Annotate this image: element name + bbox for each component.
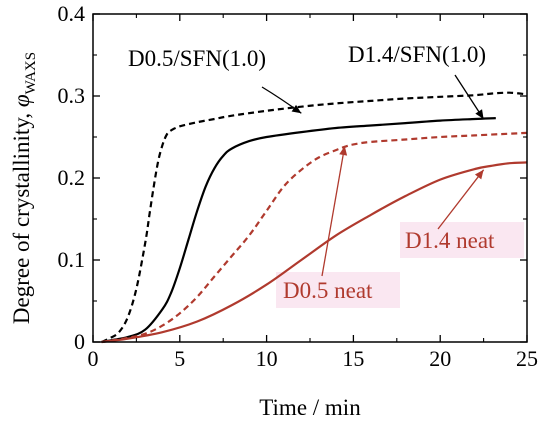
series-line-2 xyxy=(101,131,528,344)
series-line-0 xyxy=(101,91,528,343)
y-axis-title-symbol: φ xyxy=(9,94,34,107)
annotation-pointer-2 xyxy=(321,145,346,277)
annotation-arrowhead-1 xyxy=(475,109,484,119)
annotation-label-1: D1.4/SFN(1.0) xyxy=(348,42,486,67)
series-line-1 xyxy=(101,117,496,344)
x-tick-label: 20 xyxy=(429,346,451,371)
annotation-highlight-d05-neat xyxy=(276,272,400,308)
annotation-label-3: D1.4 neat xyxy=(405,228,495,253)
annotation-label-2: D0.5 neat xyxy=(283,278,373,303)
annotation-layer: D0.5/SFN(1.0) D1.4/SFN(1.0) D0.5 neat D1.4 … xyxy=(128,42,495,303)
annotation-pointer-3 xyxy=(437,169,485,230)
y-tick-label: 0.4 xyxy=(58,1,86,26)
y-axis-title: Degree of crystallinity, φWAXS xyxy=(9,52,39,324)
y-tick-label: 0.1 xyxy=(58,247,86,272)
annotation-highlight-d14-neat xyxy=(400,222,524,258)
y-axis-title-subscript: WAXS xyxy=(23,52,39,95)
annotation-arrowhead-3 xyxy=(474,169,484,180)
y-tick-label: 0 xyxy=(74,329,85,354)
series-layer xyxy=(101,91,528,344)
x-tick-label: 0 xyxy=(88,346,99,371)
y-tick-label: 0.3 xyxy=(58,83,86,108)
series-line-3 xyxy=(101,161,528,344)
x-tick-label: 15 xyxy=(342,346,364,371)
y-axis-title-main: Degree of crystallinity, xyxy=(9,107,34,324)
ticks-layer: 0 5 10 15 20 25 0 0.1 0.2 0.3 0.4 xyxy=(58,1,539,371)
y-tick-label: 0.2 xyxy=(58,165,86,190)
annotation-label-0: D0.5/SFN(1.0) xyxy=(128,46,266,71)
x-tick-label: 5 xyxy=(174,346,185,371)
annotation-arrowhead-2 xyxy=(339,146,348,156)
x-tick-label: 25 xyxy=(516,346,538,371)
x-tick-label: 10 xyxy=(256,346,278,371)
annotation-arrowhead-0 xyxy=(291,104,302,114)
x-axis-title: Time / min xyxy=(259,395,361,420)
